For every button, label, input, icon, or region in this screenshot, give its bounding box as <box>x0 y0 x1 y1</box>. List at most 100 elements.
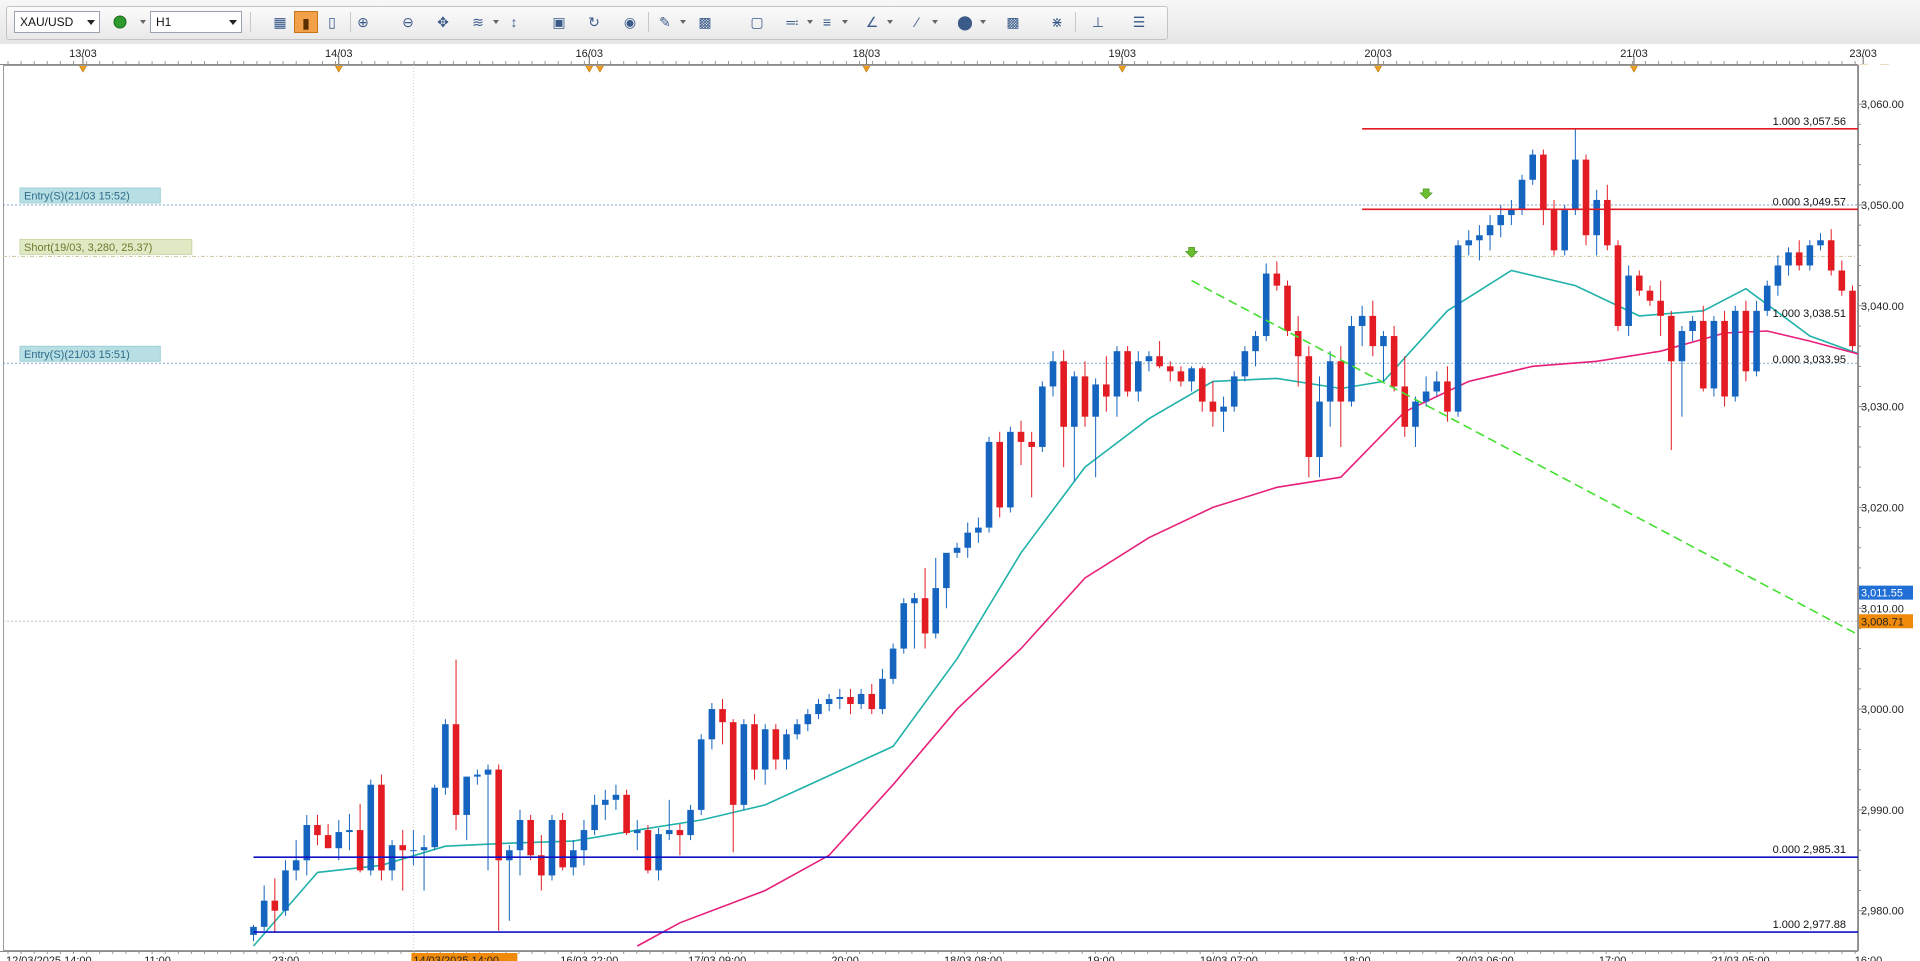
bearish-candle[interactable] <box>1795 240 1803 271</box>
bullish-candle[interactable] <box>335 819 343 861</box>
bearish-candle[interactable] <box>996 431 1003 518</box>
bullish-candle[interactable] <box>1433 371 1441 397</box>
bearish-candle[interactable] <box>1390 325 1398 392</box>
bullish-candle[interactable] <box>591 794 598 836</box>
entry-order-label-box[interactable] <box>19 345 161 362</box>
bearish-candle[interactable] <box>1081 361 1089 427</box>
bullish-candle[interactable] <box>1039 381 1046 452</box>
bearish-candle[interactable] <box>1060 350 1067 468</box>
bearish-candle[interactable] <box>356 803 364 873</box>
bullish-candle[interactable] <box>943 552 950 609</box>
bullish-candle[interactable] <box>1326 351 1334 427</box>
bullish-candle[interactable] <box>964 522 972 558</box>
bearish-candle[interactable] <box>1103 356 1110 412</box>
plot-area[interactable]: Entry(S)(21/03 15:52) Short(19/03, 3,280,… <box>3 65 1920 951</box>
bar-chart-icon[interactable]: ▯ <box>328 14 336 30</box>
bearish-candle[interactable] <box>644 825 652 874</box>
entry-order-label[interactable]: Entry(S)(21/03 15:52) <box>24 190 130 202</box>
entry-order-label[interactable]: Entry(S)(21/03 15:51) <box>24 349 130 361</box>
bullish-candle[interactable] <box>346 813 353 851</box>
bullish-candle[interactable] <box>1476 225 1483 261</box>
bullish-candle[interactable] <box>1763 280 1771 316</box>
bullish-candle[interactable] <box>1518 174 1526 216</box>
bullish-candle[interactable] <box>1316 376 1323 478</box>
bullish-candle[interactable] <box>687 804 694 841</box>
bullish-candle[interactable] <box>1497 204 1505 238</box>
ruler-icon[interactable]: ✎ <box>659 14 671 30</box>
bullish-candle[interactable] <box>1134 351 1142 402</box>
chevron-down-icon[interactable] <box>980 20 986 24</box>
bearish-candle[interactable] <box>399 830 407 891</box>
bullish-candle[interactable] <box>836 688 844 710</box>
bearish-candle[interactable] <box>1614 240 1622 332</box>
bullish-candle[interactable] <box>1593 189 1600 256</box>
bullish-candle[interactable] <box>655 828 662 881</box>
dashed-trend-line[interactable] <box>1191 279 1920 694</box>
bullish-candle[interactable] <box>1710 315 1718 397</box>
bearish-candle[interactable] <box>1198 366 1206 412</box>
bearish-candle[interactable] <box>623 789 630 836</box>
bearish-candle[interactable] <box>1827 229 1835 276</box>
price-chart[interactable]: 13/03 14/03 16/03 18/03 19/03 20/03 21/03 23/03… <box>0 44 1920 961</box>
short-position-label[interactable]: Short(19/03, 3,280, 25.37) <box>24 242 152 254</box>
bullish-candle[interactable] <box>612 784 620 810</box>
scale-icon[interactable]: ↕ <box>510 14 518 30</box>
bullish-candle[interactable] <box>1508 199 1515 226</box>
indicator-icon[interactable]: ≋ <box>472 14 484 30</box>
bullish-candle[interactable] <box>985 436 993 533</box>
bullish-candle[interactable] <box>601 789 609 820</box>
bullish-candle[interactable] <box>889 643 897 684</box>
bullish-candle[interactable] <box>1348 315 1355 407</box>
bearish-candle[interactable] <box>1742 300 1750 382</box>
bullish-candle[interactable] <box>857 688 865 710</box>
bearish-candle[interactable] <box>1646 285 1654 306</box>
bullish-candle[interactable] <box>1241 346 1249 382</box>
bullish-candle[interactable] <box>1529 149 1536 185</box>
time-axis[interactable]: 12/03/2025 14:00 11:00 23:00 14/03/2025 14:… <box>0 951 1920 961</box>
sell-signal-arrow-icon[interactable] <box>1184 247 1199 258</box>
monitor-icon[interactable]: ▢ <box>750 14 764 30</box>
bullish-candle[interactable] <box>900 598 908 654</box>
bearish-candle[interactable] <box>1636 270 1643 296</box>
bearish-candle[interactable] <box>1401 356 1409 437</box>
zoom-in-icon[interactable]: ⊕ <box>357 14 369 30</box>
bullish-candle[interactable] <box>1188 366 1195 392</box>
bullish-candle[interactable] <box>815 698 822 720</box>
chart-type-icon[interactable]: ▦ <box>273 14 287 30</box>
bearish-candle[interactable] <box>1604 184 1611 251</box>
bearish-candle[interactable] <box>314 814 321 846</box>
bullish-candle[interactable] <box>1806 240 1814 271</box>
bearish-candle[interactable] <box>1849 285 1856 352</box>
bullish-candle[interactable] <box>932 557 940 639</box>
bullish-candle[interactable] <box>1145 351 1153 372</box>
bullish-candle[interactable] <box>292 840 300 881</box>
bullish-candle[interactable] <box>1625 265 1632 337</box>
bearish-candle[interactable] <box>921 567 929 649</box>
chevron-down-icon[interactable] <box>932 20 938 24</box>
bearish-candle[interactable] <box>1124 346 1131 397</box>
bullish-candle[interactable] <box>1380 331 1387 382</box>
bullish-candle[interactable] <box>1678 325 1686 417</box>
bearish-candle[interactable] <box>676 824 684 856</box>
bearish-candle[interactable] <box>1369 300 1377 357</box>
bearish-candle[interactable] <box>1209 381 1217 427</box>
bearish-candle[interactable] <box>847 688 854 715</box>
bearish-candle[interactable] <box>559 812 566 871</box>
chevron-down-icon[interactable] <box>493 20 499 24</box>
cycle-icon[interactable]: ↻ <box>588 14 600 30</box>
bearish-candle[interactable] <box>1294 315 1302 387</box>
bullish-candle[interactable] <box>975 517 982 543</box>
bullish-candle[interactable] <box>484 764 492 871</box>
bullish-candle[interactable] <box>250 924 257 941</box>
bearish-candle[interactable] <box>1337 346 1345 447</box>
candlestick-icon[interactable]: ▮ <box>294 11 318 33</box>
bullish-candle[interactable] <box>516 809 524 876</box>
bullish-candle[interactable] <box>282 860 289 916</box>
bullish-candle[interactable] <box>1422 376 1430 407</box>
fibonacci-icon[interactable]: ≕ <box>785 14 799 30</box>
bullish-candle[interactable] <box>1007 426 1014 513</box>
bullish-candle[interactable] <box>1092 378 1099 478</box>
bullish-candle[interactable] <box>1262 263 1270 342</box>
bullish-candle[interactable] <box>260 885 268 931</box>
eraser-icon[interactable]: ⋇ <box>1051 14 1063 30</box>
